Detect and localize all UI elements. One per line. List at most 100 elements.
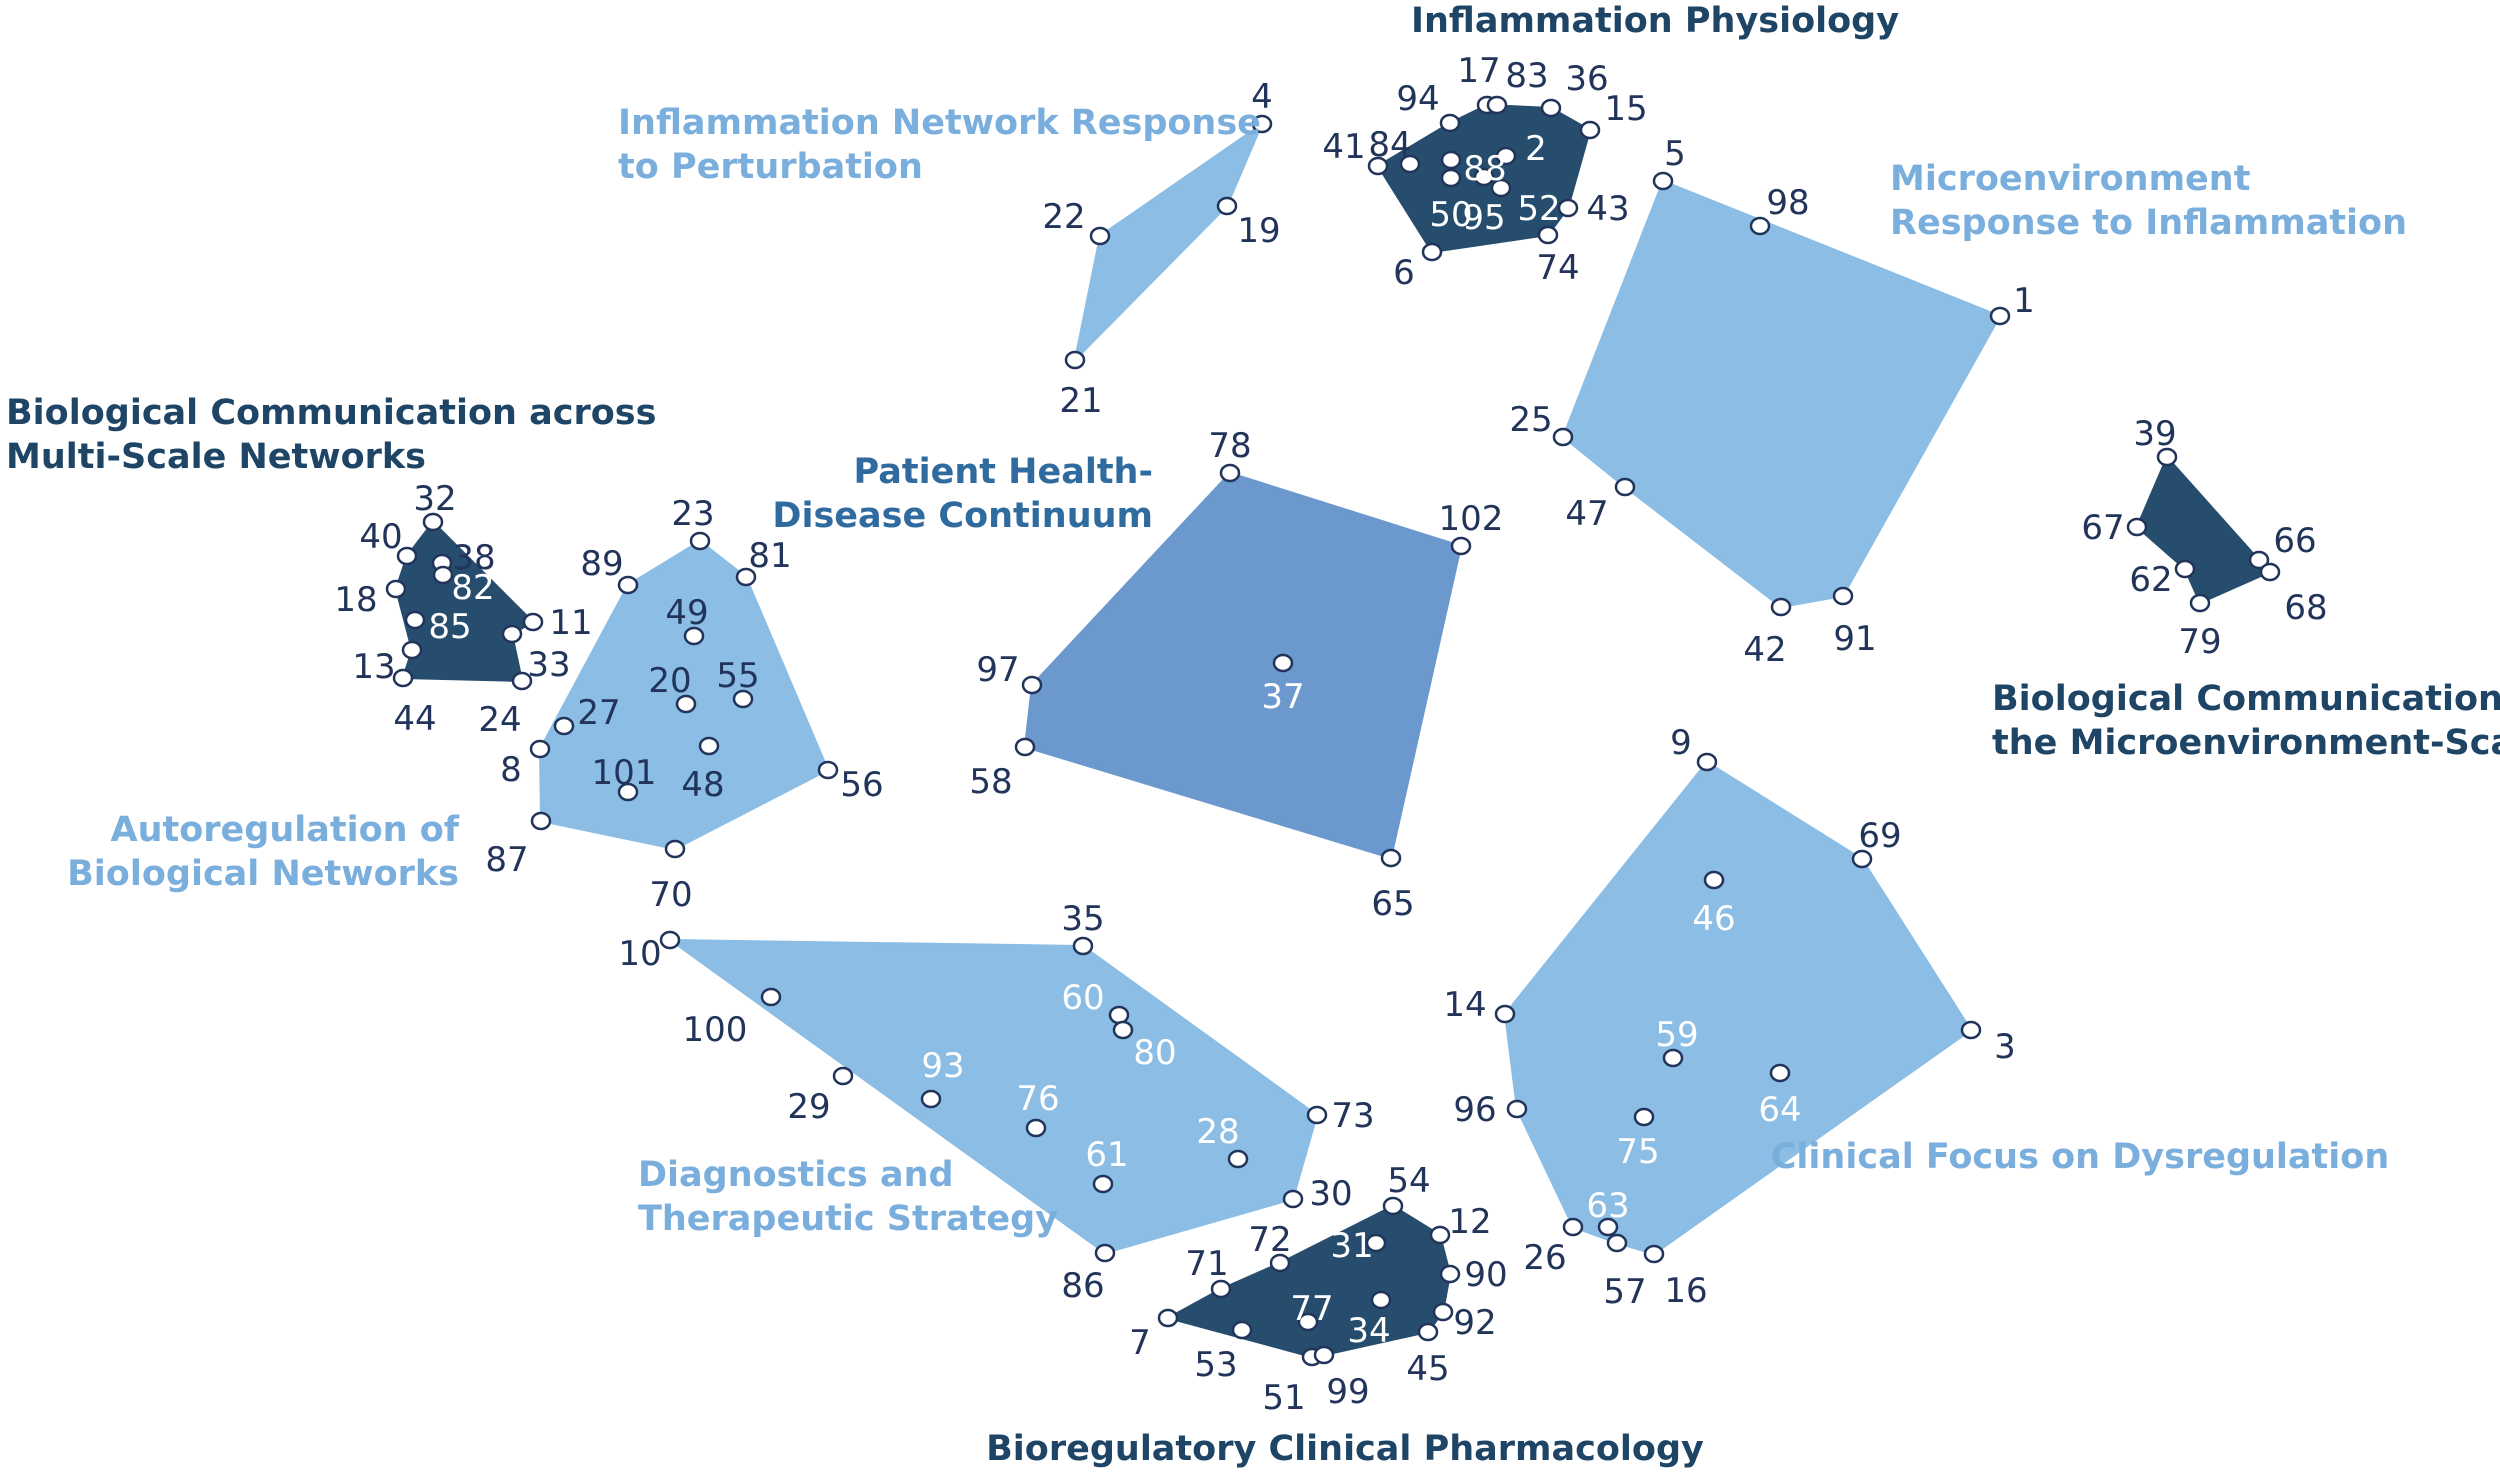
point-number-45: 45 (1406, 1349, 1449, 1389)
point-number-10: 10 (618, 934, 661, 974)
cluster-label-line: Clinical Focus on Dysregulation (1771, 1137, 2389, 1177)
point-9 (1696, 752, 1718, 772)
point-number-24: 24 (478, 700, 521, 740)
point-18 (385, 579, 407, 599)
point-30 (1282, 1189, 1304, 1209)
point-number-68: 68 (2284, 588, 2327, 628)
point-21 (1064, 350, 1086, 370)
point-number-34: 34 (1347, 1311, 1390, 1351)
point-2 (1495, 146, 1517, 166)
point-number-64: 64 (1758, 1090, 1801, 1130)
point-number-28: 28 (1196, 1112, 1239, 1152)
point-number-50: 50 (1429, 195, 1472, 235)
cluster-label-bio-comm-microenv: Biological Communication at the Microenvi… (1992, 679, 2500, 763)
point-39 (2156, 447, 2178, 467)
point-85 (404, 610, 426, 630)
point-number-46: 46 (1692, 899, 1735, 939)
point-45 (1417, 1322, 1439, 1342)
point-number-96: 96 (1453, 1090, 1496, 1130)
cluster-label-line: Diagnostics and (638, 1155, 954, 1195)
point-62 (2174, 559, 2196, 579)
point-number-15: 15 (1604, 89, 1647, 129)
point-27 (553, 716, 575, 736)
point-number-54: 54 (1387, 1161, 1430, 1201)
point-number-7: 7 (1129, 1323, 1151, 1363)
point-12 (1429, 1225, 1451, 1245)
point-48 (698, 736, 720, 756)
cluster-points (385, 95, 2281, 1367)
point-75 (1633, 1107, 1655, 1127)
point-31 (1365, 1233, 1387, 1253)
point-13 (401, 640, 423, 660)
cluster-label-line: Inflammation Network Response (618, 103, 1261, 143)
point-4 (1251, 114, 1273, 134)
point-number-70: 70 (649, 875, 692, 915)
point-79 (2189, 593, 2211, 613)
point-61 (1092, 1174, 1114, 1194)
point-26 (1562, 1217, 1584, 1237)
point-number-18: 18 (334, 580, 377, 620)
point-number-87: 87 (485, 840, 528, 880)
cluster-hull-microenvironment-response (1562, 180, 2001, 608)
point-number-81: 81 (748, 536, 791, 576)
point-41 (1367, 156, 1389, 176)
cluster-label-line: Response to Inflammation (1890, 203, 2407, 243)
point-63 (1597, 1217, 1619, 1237)
cluster-hull-diagnostics (669, 939, 1318, 1254)
cluster-label-line: to Perturbation (618, 147, 923, 187)
point-number-6: 6 (1393, 253, 1415, 293)
point-number-76: 76 (1016, 1079, 1059, 1119)
point-number-27: 27 (577, 693, 620, 733)
point-number-89: 89 (580, 544, 623, 584)
cluster-labels: Inflammation Physiology Inflammation Netw… (6, 1, 2500, 1469)
point-number-97: 97 (976, 650, 1019, 690)
point-number-101: 101 (592, 753, 657, 793)
point-number-8: 8 (500, 750, 522, 790)
point-number-85: 85 (428, 607, 471, 647)
point-number-47: 47 (1565, 494, 1608, 534)
point-78 (1219, 463, 1241, 483)
cluster-label-inflammation-physiology: Inflammation Physiology (1411, 1, 1899, 41)
point-number-11: 11 (549, 603, 592, 643)
point-90 (1439, 1264, 1461, 1284)
point-22 (1089, 226, 1111, 246)
point-number-98: 98 (1766, 183, 1809, 223)
point-23 (689, 531, 711, 551)
point-number-86: 86 (1061, 1266, 1104, 1306)
point-number-38: 38 (452, 538, 495, 578)
point-54 (1382, 1196, 1404, 1216)
point-1 (1989, 306, 2011, 326)
point-89 (617, 575, 639, 595)
cluster-label-autoregulation: Autoregulation of Biological Networks (67, 810, 460, 894)
point-number-63: 63 (1586, 1186, 1629, 1226)
point-number-65: 65 (1371, 884, 1414, 924)
cluster-label-patient-health: Patient Health-Disease Continuum (772, 452, 1153, 536)
point-32 (422, 512, 444, 532)
point-44 (392, 668, 414, 688)
point-number-33: 33 (527, 645, 570, 685)
point-33 (501, 624, 523, 644)
point-96 (1506, 1099, 1528, 1119)
point-92 (1432, 1302, 1454, 1322)
point-number-83: 83 (1505, 56, 1548, 96)
point-99 (1313, 1345, 1335, 1365)
point-37 (1272, 653, 1294, 673)
point-number-44: 44 (393, 699, 436, 739)
point-95 (1473, 167, 1495, 187)
point-number-62: 62 (2129, 560, 2172, 600)
point-number-53: 53 (1194, 1345, 1237, 1385)
cluster-label-line: Biological Communication across (6, 393, 656, 433)
point-number-19: 19 (1237, 211, 1280, 251)
point-number-56: 56 (840, 765, 883, 805)
point-102 (1450, 536, 1472, 556)
point-number-99: 99 (1326, 1372, 1369, 1412)
cluster-label-line: Patient Health- (854, 452, 1153, 492)
point-73 (1306, 1105, 1328, 1125)
point-number-51: 51 (1262, 1378, 1305, 1418)
point-42 (1770, 597, 1792, 617)
point-57 (1606, 1233, 1628, 1253)
point-number-32: 32 (413, 479, 456, 519)
point-number-90: 90 (1464, 1255, 1507, 1295)
point-number-49: 49 (665, 593, 708, 633)
